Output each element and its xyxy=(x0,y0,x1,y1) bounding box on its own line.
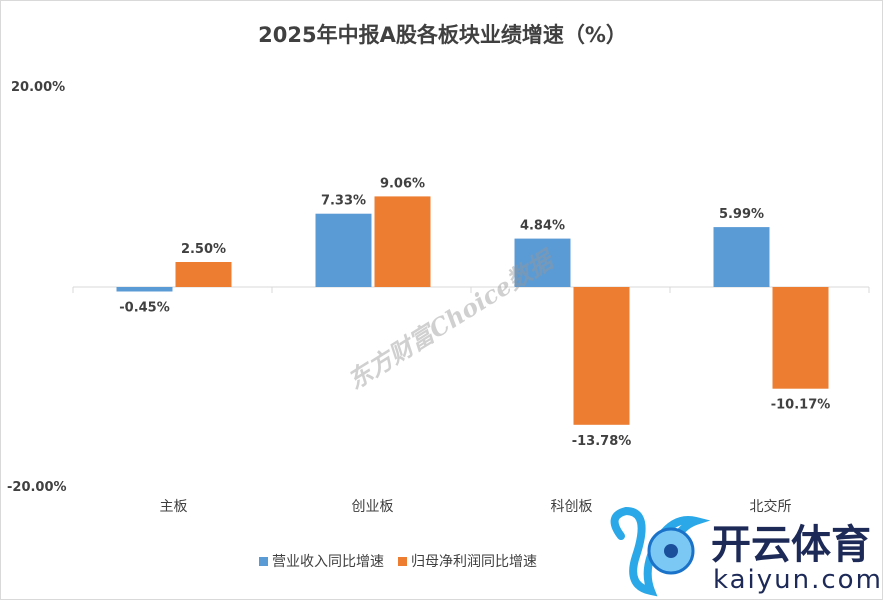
bar-revenue xyxy=(315,213,372,287)
legend-swatch xyxy=(398,556,407,566)
y-tick-label: 20.00% xyxy=(11,80,65,95)
data-label: 5.99% xyxy=(719,207,764,222)
data-label: 4.84% xyxy=(520,219,565,234)
legend-label: 营业收入同比增速 xyxy=(272,554,384,570)
bar-revenue xyxy=(116,287,173,292)
bar-profit xyxy=(374,196,431,287)
bar-revenue xyxy=(514,238,571,287)
legend-swatch xyxy=(259,556,268,566)
legend-label: 归母净利润同比增速 xyxy=(411,554,537,570)
x-tick-label: 科创板 xyxy=(551,499,593,515)
data-label: 7.33% xyxy=(321,194,366,209)
bar-profit xyxy=(772,287,829,389)
data-label: 2.50% xyxy=(181,242,226,257)
bar-revenue xyxy=(713,227,770,287)
bar-profit xyxy=(175,262,232,287)
svg-text:kaiyun.com: kaiyun.com xyxy=(713,565,883,595)
data-label: -0.45% xyxy=(119,301,170,316)
data-label: -10.17% xyxy=(771,398,831,413)
legend: 营业收入同比增速 归母净利润同比增速 xyxy=(259,551,537,571)
bar-chart: 20.00% -20.00% 主板 -0.45% 2.50% 创业板 7.33% 9.06% 科… xyxy=(7,80,870,515)
x-tick-label: 北交所 xyxy=(750,498,792,515)
legend-item-revenue: 营业收入同比增速 xyxy=(259,551,384,571)
x-tick-label: 创业板 xyxy=(352,499,394,515)
kaiyun-logo: 开云体育 kaiyun.com xyxy=(610,506,883,597)
y-tick-label: -20.00% xyxy=(7,480,67,495)
x-tick-label: 主板 xyxy=(160,499,188,515)
svg-text:开云体育: 开云体育 xyxy=(711,522,871,568)
bar-profit xyxy=(573,287,630,425)
data-label: -13.78% xyxy=(572,434,632,449)
data-label: 9.06% xyxy=(380,176,425,191)
legend-item-profit: 归母净利润同比增速 xyxy=(398,551,537,571)
chart-title: 2025年中报A股各板块业绩增速（%） xyxy=(258,23,627,47)
